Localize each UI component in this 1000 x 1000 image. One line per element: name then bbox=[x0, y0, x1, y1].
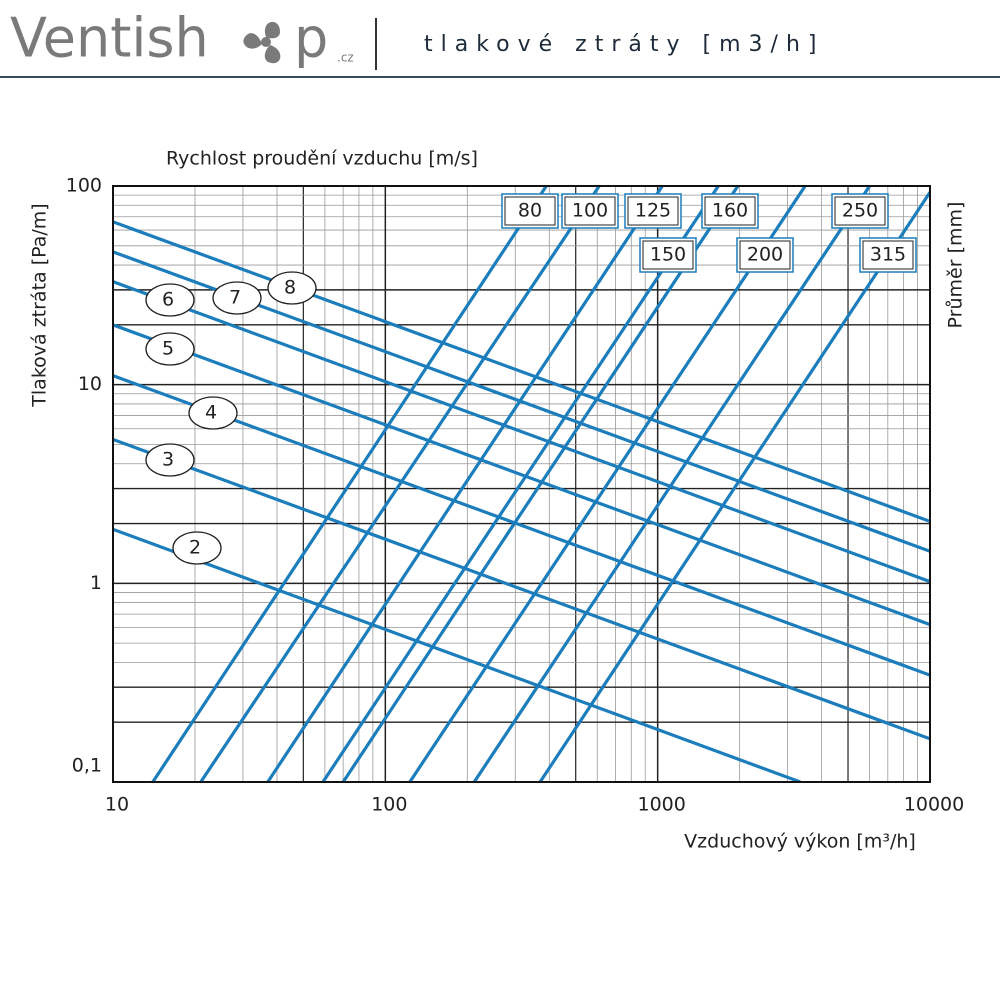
x-tick-label: 100 bbox=[371, 794, 407, 816]
series-line bbox=[113, 437, 930, 741]
series-label: 125 bbox=[635, 200, 671, 222]
series-label: 4 bbox=[205, 402, 217, 424]
series-label: 150 bbox=[650, 244, 686, 266]
series-line bbox=[408, 186, 807, 782]
logo-end: p bbox=[294, 7, 328, 70]
series-label: 6 bbox=[162, 289, 174, 311]
series-label-bubble bbox=[267, 271, 317, 305]
top-axis-label: Rychlost proudění vzduchu [m/s] bbox=[166, 148, 478, 170]
series-label-box-inner bbox=[642, 240, 694, 270]
line-labels: 10 100 1000 10000 0,1 1 10 100 2 3 4 5 6 7 8 80 100 125 15… bbox=[66, 175, 964, 816]
y-tick-label: 100 bbox=[66, 175, 102, 197]
series-label: 200 bbox=[747, 244, 783, 266]
x-tick-label: 10 bbox=[105, 794, 129, 816]
header-title: tlakové ztráty [m3/h] bbox=[424, 32, 824, 57]
series-line bbox=[266, 186, 664, 782]
series-label-bubble bbox=[172, 531, 222, 565]
series-line bbox=[321, 186, 720, 782]
series-line bbox=[341, 186, 740, 782]
series-label-box-inner bbox=[739, 240, 791, 270]
series-label-bubble bbox=[145, 283, 195, 317]
series-label: 160 bbox=[712, 200, 748, 222]
series-label-box-inner bbox=[564, 196, 616, 226]
series-label-box-inner bbox=[504, 196, 556, 226]
series-label-box-inner bbox=[862, 240, 914, 270]
series-line bbox=[113, 220, 930, 523]
y-tick-label: 0,1 bbox=[72, 755, 102, 777]
series-line bbox=[113, 374, 930, 677]
series-label-bubble bbox=[188, 396, 238, 430]
series-label-bubble bbox=[145, 332, 195, 366]
y-axis-label: Tlaková ztráta [Pa/m] bbox=[29, 203, 51, 407]
series-label-bubble bbox=[212, 281, 262, 315]
x-tick-label: 1000 bbox=[637, 794, 685, 816]
series-line bbox=[199, 186, 601, 782]
series-label-bubble bbox=[145, 443, 195, 477]
x-axis-label: Vzduchový výkon [m³/h] bbox=[684, 831, 916, 853]
series-label: 80 bbox=[518, 200, 542, 222]
series-label: 2 bbox=[189, 537, 201, 559]
series-label: 3 bbox=[162, 449, 174, 471]
header: Ventish p .cz tlakové ztráty [m3/h] bbox=[0, 7, 1000, 78]
series-label: 100 bbox=[572, 200, 608, 222]
y2-axis-label: Průměr [mm] bbox=[945, 202, 967, 329]
series-label-box-inner bbox=[834, 196, 886, 226]
logo-start: Ventish bbox=[10, 7, 209, 70]
series-label: 8 bbox=[284, 277, 296, 299]
x-tick-label: 10000 bbox=[904, 794, 964, 816]
series-label-box-inner bbox=[627, 196, 679, 226]
series-line bbox=[113, 323, 930, 627]
series-label: 315 bbox=[870, 244, 906, 266]
logo-fan bbox=[243, 21, 281, 64]
series-label-box-inner bbox=[704, 196, 756, 226]
y-tick-label: 10 bbox=[78, 373, 102, 395]
series-line bbox=[472, 186, 871, 782]
plot-frame bbox=[112, 185, 931, 783]
series-label: 7 bbox=[229, 287, 241, 309]
y-tick-label: 1 bbox=[90, 572, 102, 594]
logo-suffix: .cz bbox=[337, 51, 354, 65]
series-label: 250 bbox=[842, 200, 878, 222]
series-line bbox=[151, 186, 548, 782]
series-line bbox=[113, 527, 801, 782]
series-label: 5 bbox=[162, 338, 174, 360]
series-line bbox=[538, 191, 930, 782]
series-line bbox=[113, 280, 930, 584]
